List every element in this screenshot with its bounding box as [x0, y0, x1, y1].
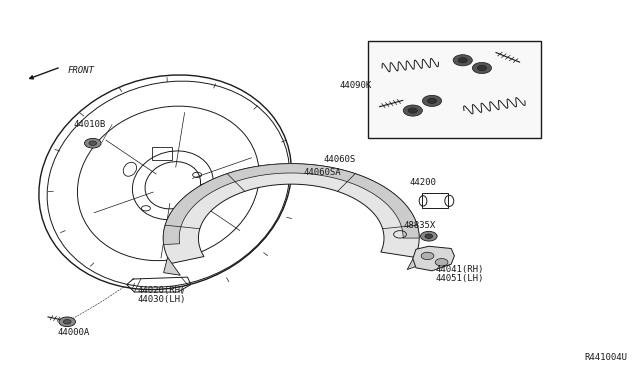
Text: 44090K: 44090K: [339, 81, 371, 90]
Text: 44200: 44200: [410, 178, 436, 187]
Circle shape: [435, 259, 448, 266]
Polygon shape: [163, 164, 419, 244]
Circle shape: [422, 95, 442, 106]
Circle shape: [425, 234, 433, 238]
Text: 44041(RH): 44041(RH): [435, 265, 484, 274]
Text: R441004U: R441004U: [584, 353, 627, 362]
Circle shape: [420, 231, 437, 241]
Circle shape: [59, 317, 76, 327]
Polygon shape: [407, 251, 425, 270]
Circle shape: [408, 108, 417, 113]
Circle shape: [89, 141, 97, 145]
Circle shape: [403, 105, 422, 116]
Text: 44060S: 44060S: [323, 155, 355, 164]
Text: 48835X: 48835X: [403, 221, 435, 230]
Polygon shape: [413, 246, 454, 271]
Circle shape: [428, 98, 436, 103]
Circle shape: [63, 320, 71, 324]
Polygon shape: [164, 257, 180, 275]
Polygon shape: [163, 164, 419, 263]
Circle shape: [453, 55, 472, 66]
Circle shape: [84, 138, 101, 148]
Text: 44051(LH): 44051(LH): [435, 274, 484, 283]
Circle shape: [477, 65, 486, 71]
Text: 44020(RH): 44020(RH): [138, 286, 186, 295]
Text: 44060SA: 44060SA: [304, 169, 342, 177]
Text: 44030(LH): 44030(LH): [138, 295, 186, 304]
Circle shape: [421, 252, 434, 260]
Circle shape: [472, 62, 492, 74]
Text: FRONT: FRONT: [67, 66, 94, 75]
Text: 44010B: 44010B: [74, 120, 106, 129]
Bar: [368, 41, 541, 138]
Circle shape: [458, 58, 467, 63]
Text: 44000A: 44000A: [58, 328, 90, 337]
